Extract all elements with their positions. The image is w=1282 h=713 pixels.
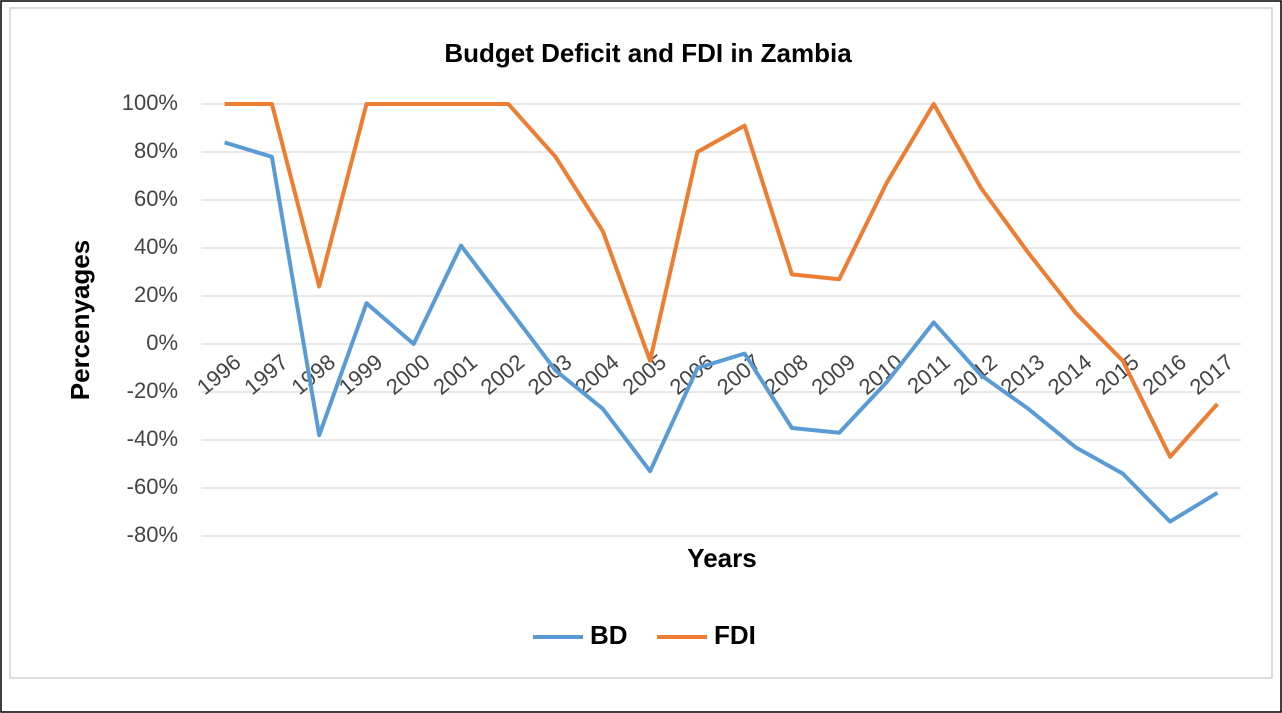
series-line [224,102,1219,459]
y-tick-label: 80% [134,138,178,163]
y-axis-title: Percenyages [65,240,95,400]
series-line [224,140,1219,524]
legend-label: BD [590,620,628,650]
y-tick-label: 20% [134,282,178,307]
y-tick-label: -40% [127,426,178,451]
chart-border [9,7,1273,679]
y-tick-label: 60% [134,186,178,211]
y-tick-label: -20% [127,378,178,403]
y-tick-label: 100% [122,90,178,115]
y-tick-label: -60% [127,474,178,499]
y-tick-label: -80% [127,522,178,547]
legend-label: FDI [714,620,756,650]
chart-title: Budget Deficit and FDI in Zambia [444,38,852,68]
y-tick-label: 0% [146,330,178,355]
y-tick-label: 40% [134,234,178,259]
x-axis-title: Years [687,543,756,573]
